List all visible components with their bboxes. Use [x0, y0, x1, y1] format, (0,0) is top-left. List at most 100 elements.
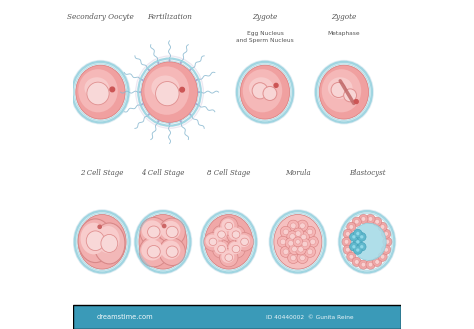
Ellipse shape	[180, 120, 182, 123]
Ellipse shape	[197, 91, 201, 93]
Circle shape	[298, 231, 310, 242]
Ellipse shape	[205, 215, 253, 269]
Ellipse shape	[243, 69, 282, 113]
Ellipse shape	[218, 231, 226, 238]
Ellipse shape	[225, 222, 233, 230]
Text: Metaphase: Metaphase	[328, 31, 360, 36]
Ellipse shape	[274, 215, 322, 269]
Ellipse shape	[219, 248, 238, 267]
Circle shape	[300, 223, 305, 229]
Ellipse shape	[212, 225, 231, 244]
Circle shape	[292, 246, 297, 252]
Ellipse shape	[180, 62, 182, 64]
Circle shape	[288, 220, 299, 231]
Ellipse shape	[189, 68, 191, 71]
Circle shape	[299, 239, 310, 250]
Circle shape	[290, 234, 295, 239]
Circle shape	[373, 217, 382, 226]
Ellipse shape	[214, 242, 227, 254]
Circle shape	[304, 226, 316, 238]
Ellipse shape	[169, 122, 171, 125]
Circle shape	[285, 238, 296, 249]
Circle shape	[375, 219, 380, 224]
Circle shape	[352, 257, 361, 266]
Circle shape	[354, 246, 362, 254]
Circle shape	[360, 235, 364, 239]
Ellipse shape	[151, 75, 179, 100]
Text: Zygote: Zygote	[331, 13, 356, 21]
Ellipse shape	[166, 246, 178, 257]
Circle shape	[110, 87, 115, 92]
Ellipse shape	[269, 210, 327, 274]
Text: 4 Cell Stage: 4 Cell Stage	[141, 169, 185, 177]
Circle shape	[356, 240, 360, 244]
Ellipse shape	[101, 235, 118, 252]
Circle shape	[359, 215, 368, 224]
Circle shape	[355, 260, 359, 264]
Circle shape	[297, 252, 308, 264]
Ellipse shape	[204, 233, 222, 251]
Circle shape	[304, 246, 316, 257]
Circle shape	[361, 262, 366, 267]
Circle shape	[280, 239, 286, 245]
Text: Morula: Morula	[285, 169, 310, 177]
Circle shape	[354, 100, 358, 104]
Circle shape	[342, 237, 351, 246]
Circle shape	[277, 236, 289, 247]
Ellipse shape	[76, 65, 125, 119]
Circle shape	[343, 245, 352, 254]
Circle shape	[382, 245, 391, 254]
Circle shape	[349, 254, 354, 259]
Circle shape	[354, 238, 362, 246]
Ellipse shape	[195, 103, 198, 105]
Ellipse shape	[232, 231, 240, 238]
Circle shape	[343, 229, 352, 239]
Circle shape	[301, 234, 307, 240]
Ellipse shape	[221, 250, 234, 263]
Ellipse shape	[147, 245, 160, 258]
Circle shape	[366, 260, 375, 269]
Circle shape	[163, 224, 166, 228]
Circle shape	[356, 248, 360, 252]
Circle shape	[346, 247, 350, 252]
Circle shape	[368, 217, 373, 221]
Ellipse shape	[200, 210, 257, 274]
Circle shape	[291, 255, 296, 261]
Ellipse shape	[228, 242, 241, 254]
Circle shape	[346, 222, 356, 232]
Circle shape	[344, 240, 349, 244]
Ellipse shape	[212, 240, 231, 258]
Circle shape	[375, 260, 380, 264]
Ellipse shape	[145, 66, 189, 115]
Ellipse shape	[227, 225, 245, 244]
Circle shape	[368, 262, 373, 267]
Ellipse shape	[237, 235, 250, 247]
Ellipse shape	[249, 77, 273, 99]
Text: Fertilization: Fertilization	[147, 13, 192, 21]
Circle shape	[357, 242, 366, 251]
Text: Egg Nucleus
and Sperm Nucleus: Egg Nucleus and Sperm Nucleus	[236, 31, 294, 43]
Circle shape	[293, 237, 303, 247]
Ellipse shape	[195, 79, 198, 81]
Circle shape	[378, 222, 387, 232]
Ellipse shape	[338, 210, 396, 274]
Ellipse shape	[227, 240, 245, 258]
Ellipse shape	[141, 79, 144, 81]
Circle shape	[310, 239, 316, 245]
Circle shape	[283, 249, 289, 255]
Circle shape	[346, 232, 350, 236]
Ellipse shape	[139, 237, 168, 267]
Ellipse shape	[147, 113, 150, 116]
Text: Secondary Oocyte: Secondary Oocyte	[67, 13, 134, 21]
Circle shape	[292, 228, 304, 239]
Circle shape	[350, 233, 358, 241]
Circle shape	[380, 225, 385, 229]
Ellipse shape	[134, 210, 191, 274]
Circle shape	[352, 235, 356, 239]
Ellipse shape	[157, 120, 159, 123]
Circle shape	[296, 240, 300, 244]
Circle shape	[288, 240, 293, 246]
Text: dreamstime.com: dreamstime.com	[97, 314, 154, 320]
Circle shape	[297, 220, 308, 231]
FancyBboxPatch shape	[73, 305, 401, 329]
